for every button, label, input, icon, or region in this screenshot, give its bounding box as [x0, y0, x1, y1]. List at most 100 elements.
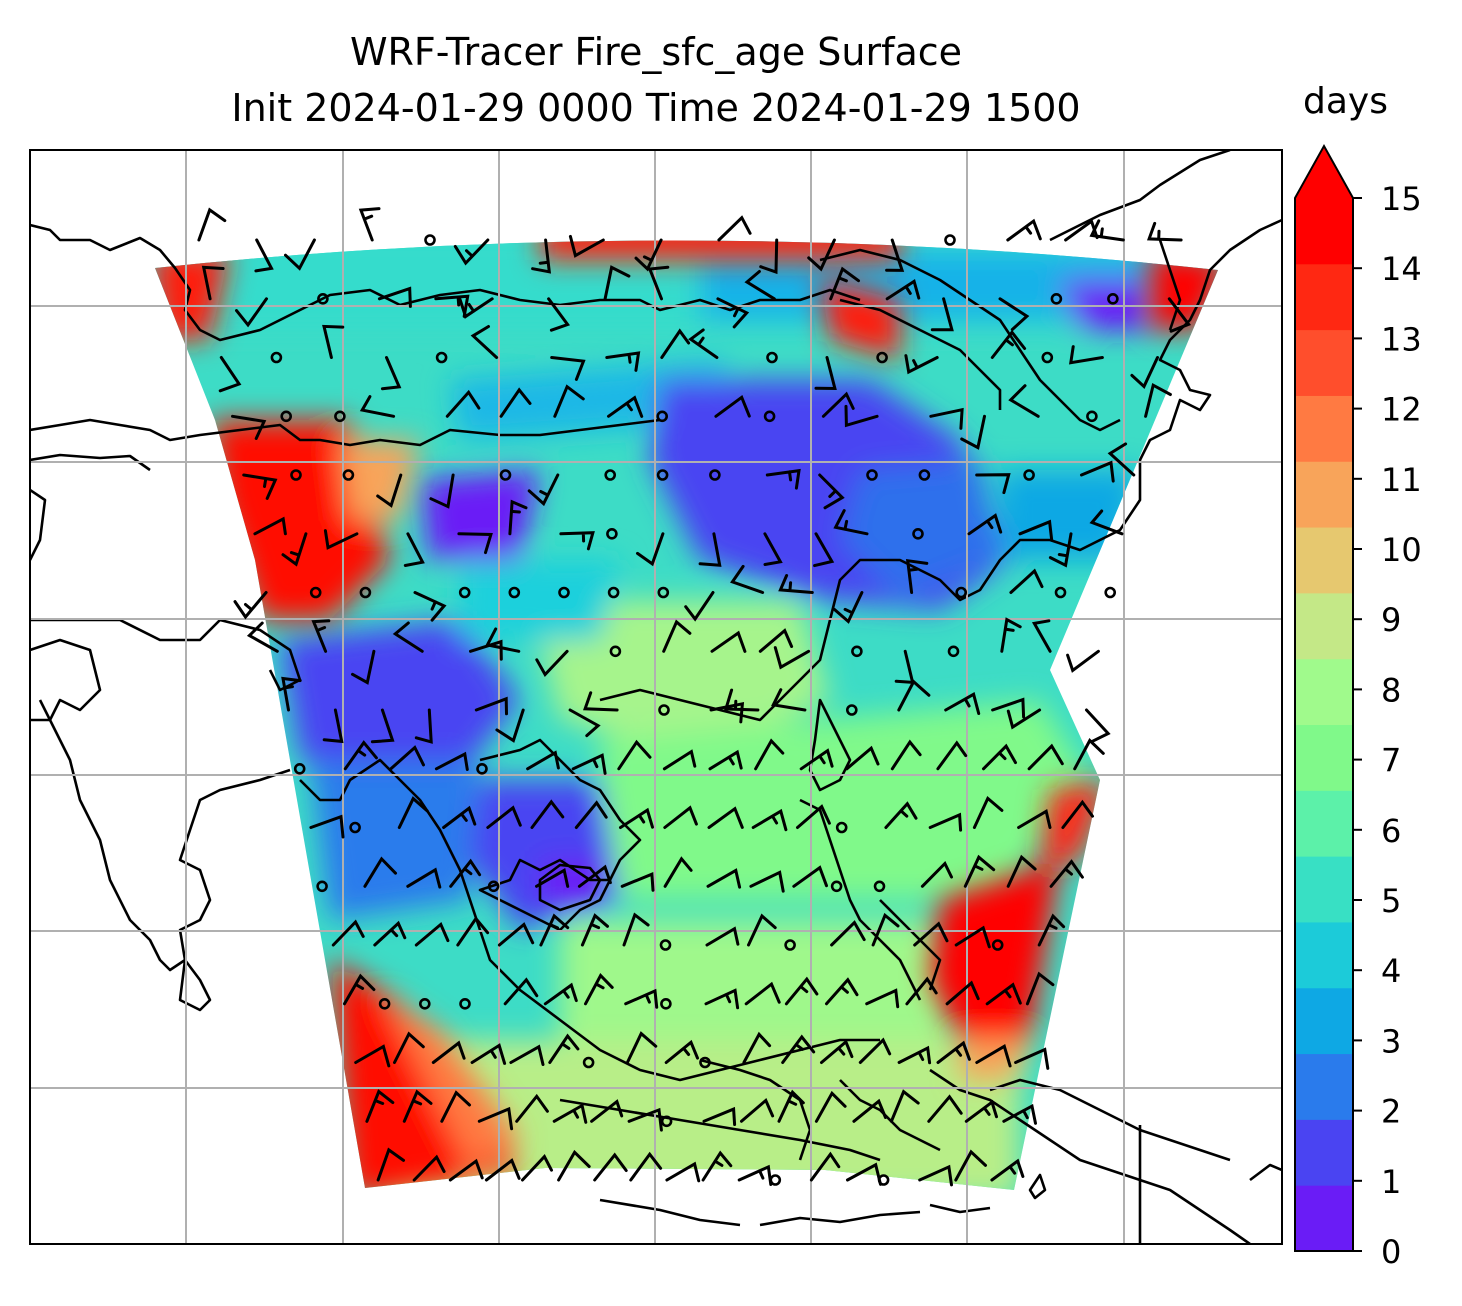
- colorbar-segment: [1295, 921, 1353, 989]
- wind-barb: [574, 800, 608, 829]
- wind-barb: [684, 591, 715, 622]
- wind-barb: [714, 394, 751, 418]
- wind-barb: [964, 1099, 998, 1123]
- calm-wind-marker: [1054, 586, 1067, 599]
- wind-barb: [1009, 568, 1044, 594]
- calm-wind-marker: [476, 762, 488, 775]
- calm-wind-marker: [604, 469, 617, 481]
- calm-wind-marker: [659, 939, 672, 951]
- wind-barb: [665, 1161, 701, 1183]
- colorbar-tick-label: 5: [1381, 882, 1401, 920]
- wind-barb: [509, 1044, 545, 1066]
- wind-barb: [351, 649, 376, 685]
- wind-barb: [242, 473, 278, 500]
- calm-wind-marker: [290, 469, 302, 481]
- wind-barb: [1061, 799, 1094, 829]
- colorbar-segment: [1295, 592, 1353, 660]
- wind-barb: [486, 805, 522, 829]
- wind-barb: [627, 1107, 663, 1132]
- wind-barb: [535, 649, 569, 678]
- wind-barb: [281, 532, 308, 567]
- map-frame: [29, 149, 1283, 1245]
- wind-barb: [499, 387, 532, 418]
- colorbar-segment: [1295, 790, 1353, 857]
- calm-wind-marker: [270, 351, 283, 364]
- wind-barb: [392, 621, 424, 653]
- wind-barb: [323, 529, 359, 550]
- wind-barb: [343, 740, 378, 771]
- colorbar-segment: [1295, 263, 1353, 331]
- wind-barb: [765, 468, 801, 490]
- wind-barb: [1107, 442, 1136, 477]
- colorbar-extend-arrow: [1295, 146, 1353, 198]
- wind-barb: [1018, 519, 1054, 542]
- wind-barb: [634, 238, 663, 272]
- wind-barb: [702, 1106, 737, 1126]
- wind-barb: [944, 692, 981, 715]
- calm-wind-marker: [912, 527, 924, 540]
- wind-barb: [1073, 738, 1105, 771]
- wind-barb: [885, 238, 905, 272]
- wind-barb: [905, 558, 929, 594]
- wind-barb: [527, 473, 560, 507]
- wind-barb: [619, 807, 654, 829]
- coastlines: [30, 150, 1282, 1244]
- calm-wind-marker: [342, 469, 355, 481]
- calm-wind-marker: [845, 704, 858, 716]
- wind-barb: [858, 1037, 892, 1064]
- wind-barb: [393, 1031, 425, 1064]
- calm-wind-marker: [309, 586, 322, 599]
- tracer-field: [155, 240, 1218, 1191]
- calm-wind-marker: [766, 351, 778, 364]
- calm-wind-marker: [418, 997, 431, 1010]
- wind-barb: [590, 1099, 624, 1123]
- colorbar-tick-label: 14: [1381, 250, 1422, 288]
- wind-barb: [799, 748, 834, 771]
- wind-barb: [552, 1103, 588, 1124]
- wind-barb: [784, 976, 819, 1006]
- wind-barb: [201, 265, 225, 301]
- wind-barb: [434, 294, 470, 318]
- wind-barb: [603, 265, 631, 301]
- wind-barb: [698, 532, 722, 567]
- calm-wind-marker: [656, 410, 669, 423]
- wind-barb: [434, 751, 469, 771]
- wind-barb: [584, 972, 614, 1006]
- wind-barb: [705, 926, 740, 947]
- wind-barb: [625, 1031, 658, 1064]
- colorbar-tick-label: 8: [1381, 671, 1401, 709]
- colorbar-tick-label: 0: [1381, 1233, 1401, 1271]
- wind-barb: [406, 867, 442, 889]
- colorbar-tick-label: 2: [1381, 1093, 1401, 1131]
- colorbar-outline: [1294, 143, 1354, 1252]
- wind-barb: [577, 864, 612, 888]
- wind-barb: [503, 977, 539, 1006]
- wind-barb: [929, 407, 964, 430]
- wind-barb: [377, 286, 412, 308]
- wind-barb: [458, 297, 494, 319]
- wind-barb: [710, 630, 747, 653]
- wind-barb: [930, 297, 954, 332]
- colorbar-tick-label: 4: [1381, 952, 1401, 990]
- calm-wind-marker: [1041, 351, 1054, 364]
- wind-barb: [530, 799, 565, 829]
- wind-barb: [218, 356, 242, 393]
- wind-barb: [477, 1106, 514, 1131]
- calm-wind-marker: [1086, 410, 1098, 423]
- wind-barb: [871, 912, 900, 947]
- wind-barb: [373, 920, 407, 947]
- wind-barb: [796, 804, 831, 829]
- wind-barb: [1064, 218, 1099, 242]
- colorbar-tick-label: 1: [1381, 1163, 1401, 1201]
- wind-barb: [813, 532, 835, 568]
- wind-barb: [547, 297, 571, 332]
- wind-barb: [990, 1158, 1025, 1182]
- wind-barb: [526, 750, 560, 771]
- colorbar-segment: [1295, 461, 1353, 528]
- colorbar-tick-label: 13: [1381, 320, 1422, 358]
- wind-barb: [331, 919, 365, 947]
- calm-wind-marker: [316, 880, 328, 893]
- wind-barb: [470, 1043, 507, 1065]
- calm-wind-marker: [784, 939, 796, 951]
